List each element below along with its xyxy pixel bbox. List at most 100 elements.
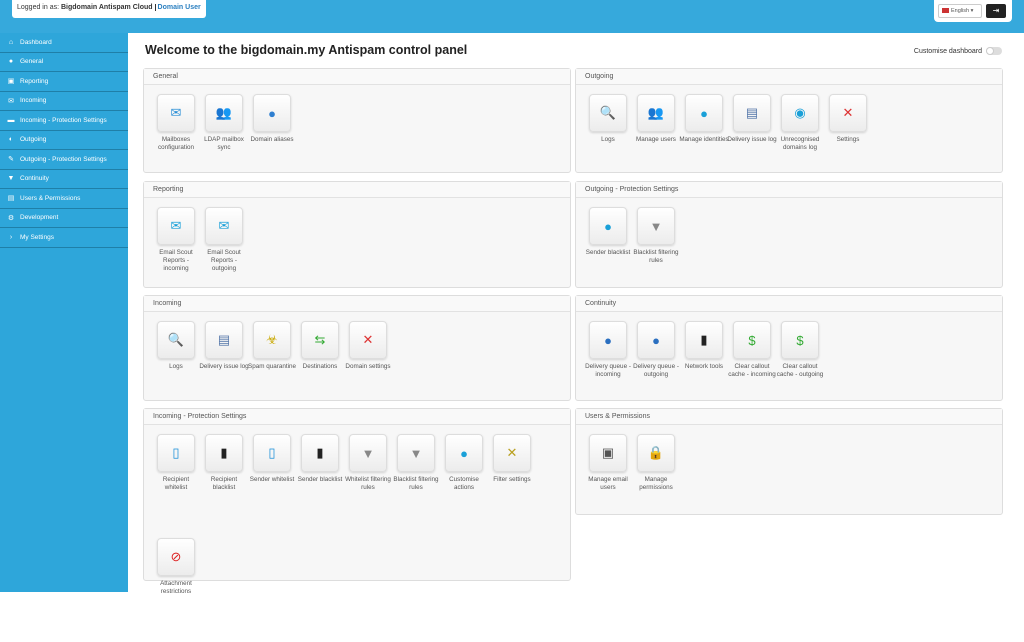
tile-button[interactable]: $ — [733, 321, 771, 359]
tile-button[interactable]: ✕ — [349, 321, 387, 359]
tile-button[interactable]: ▮ — [301, 434, 339, 472]
document-icon: ▤ — [217, 332, 231, 347]
tile-email-scout-reports-incoming[interactable]: ✉ Email Scout Reports - incoming — [152, 207, 200, 319]
sidebar-item-dashboard[interactable]: ⌂ Dashboard — [0, 33, 128, 53]
user-role-link[interactable]: Domain User — [157, 4, 201, 11]
tile-manage-users[interactable]: 👥 Manage users — [632, 94, 680, 206]
tile-sender-blacklist[interactable]: ● Sender blacklist — [584, 207, 632, 319]
tile-button[interactable]: ▯ — [157, 434, 195, 472]
tile-button[interactable]: ✉ — [157, 94, 195, 132]
tile-button[interactable]: ● — [685, 94, 723, 132]
tile-delivery-queue-incoming[interactable]: ● Delivery queue - incoming — [584, 321, 632, 433]
tile-delivery-issue-log[interactable]: ▤ Delivery issue log — [727, 94, 777, 206]
tile-button[interactable]: ▼ — [397, 434, 435, 472]
panel-reporting: Reporting ✉ Email Scout Reports - incomi… — [143, 181, 571, 288]
tile-blacklist-filtering-rules[interactable]: ▼ Blacklist filtering rules — [632, 207, 680, 319]
tile-blacklist-filtering-rules[interactable]: ▼ Blacklist filtering rules — [392, 434, 440, 538]
tile-clear-callout-cache-incoming[interactable]: $ Clear callout cache - incoming — [728, 321, 776, 433]
tile-button[interactable]: 🔍 — [157, 321, 195, 359]
tile-whitelist-filtering-rules[interactable]: ▼ Whitelist filtering rules — [344, 434, 392, 538]
tile-button[interactable]: ▼ — [637, 207, 675, 245]
tile-recipient-whitelist[interactable]: ▯ Recipient whitelist — [152, 434, 200, 538]
sidebar-item-my-settings[interactable]: › My Settings — [0, 228, 128, 248]
sidebar-item-outgoing-protection-settings[interactable]: ✎ Outgoing - Protection Settings — [0, 150, 128, 170]
tile-domain-aliases[interactable]: ● Domain aliases — [248, 94, 296, 206]
tile-button[interactable]: ▮ — [685, 321, 723, 359]
panel-incoming: Incoming 🔍 Logs ▤ Delivery issue log ☣ S… — [143, 295, 571, 401]
panel-users-permissions: Users & Permissions ▣ Manage email users… — [575, 408, 1003, 515]
tile-button[interactable]: ● — [589, 321, 627, 359]
tile-button[interactable]: ✕ — [829, 94, 867, 132]
tile-button[interactable]: ● — [637, 321, 675, 359]
tile-button[interactable]: ● — [589, 207, 627, 245]
tile-button[interactable]: ✉ — [205, 207, 243, 245]
tile-label: Sender whitelist — [249, 476, 295, 483]
tile-button[interactable]: 🔒 — [637, 434, 675, 472]
logout-button[interactable]: ⇥ — [986, 4, 1006, 18]
tile-button[interactable]: ▤ — [205, 321, 243, 359]
tile-spam-quarantine[interactable]: ☣ Spam quarantine — [248, 321, 296, 433]
customise-dashboard-toggle[interactable] — [986, 47, 1002, 55]
tile-manage-email-users[interactable]: ▣ Manage email users — [584, 434, 632, 546]
sender-whitelist-icon: ▯ — [268, 445, 276, 460]
tile-filter-settings[interactable]: ✕ Filter settings — [488, 434, 536, 538]
tile-label: Mailboxes configuration — [157, 136, 195, 151]
tile-ldap-mailbox-sync[interactable]: 👥 LDAP mailbox sync — [200, 94, 248, 206]
tile-label: Customise actions — [449, 476, 479, 491]
tile-button[interactable]: ▮ — [205, 434, 243, 472]
sidebar-item-reporting[interactable]: ▣ Reporting — [0, 72, 128, 92]
home-icon: ⌂ — [8, 38, 14, 46]
tile-manage-permissions[interactable]: 🔒 Manage permissions — [632, 434, 680, 546]
tile-clear-callout-cache-outgoing[interactable]: $ Clear callout cache - outgoing — [776, 321, 824, 433]
tile-network-tools[interactable]: ▮ Network tools — [680, 321, 728, 433]
panel-incoming-protection-settings: Incoming - Protection Settings ▯ Recipie… — [143, 408, 571, 595]
tile-logs[interactable]: 🔍 Logs — [152, 321, 200, 433]
tile-button[interactable]: ▯ — [253, 434, 291, 472]
sidebar-item-incoming-protection-settings[interactable]: ▬ Incoming - Protection Settings — [0, 111, 128, 131]
id-card-icon: ▤ — [7, 195, 15, 203]
tile-label: Manage identities — [679, 136, 729, 143]
page-title: Welcome to the bigdomain.my Antispam con… — [145, 43, 468, 57]
panel-general: General ✉ Mailboxes configuration 👥 LDAP… — [143, 68, 571, 173]
tile-button[interactable]: 👥 — [205, 94, 243, 132]
tile-recipient-blacklist[interactable]: ▮ Recipient blacklist — [200, 434, 248, 538]
tile-button[interactable]: 🔍 — [589, 94, 627, 132]
sidebar-item-continuity[interactable]: ▼ Continuity — [0, 170, 128, 189]
tile-button[interactable]: 👥 — [637, 94, 675, 132]
tile-button[interactable]: ▣ — [589, 434, 627, 472]
tile-button[interactable]: ☣ — [253, 321, 291, 359]
tile-button[interactable]: ⇆ — [301, 321, 339, 359]
tile-customise-actions[interactable]: ● Customise actions — [440, 434, 488, 538]
tile-button[interactable]: ⊘ — [157, 538, 195, 576]
sidebar-item-label: General — [20, 58, 44, 66]
tile-button[interactable]: ◉ — [781, 94, 819, 132]
tile-delivery-queue-outgoing[interactable]: ● Delivery queue - outgoing — [632, 321, 680, 433]
tile-settings[interactable]: ✕ Settings — [824, 94, 872, 206]
tile-button[interactable]: ✉ — [157, 207, 195, 245]
sidebar-item-label: Outgoing — [20, 136, 47, 144]
language-dropdown[interactable]: English ▾ — [938, 4, 982, 18]
tile-attachment-restrictions[interactable]: ⊘ Attachment restrictions — [152, 538, 200, 642]
sidebar-item-general[interactable]: ● General — [0, 53, 128, 72]
tile-manage-identities[interactable]: ● Manage identities — [679, 94, 729, 206]
tile-button[interactable]: ● — [445, 434, 483, 472]
tile-button[interactable]: ▼ — [349, 434, 387, 472]
tile-button[interactable]: ✕ — [493, 434, 531, 472]
tile-button[interactable]: $ — [781, 321, 819, 359]
tile-delivery-issue-log[interactable]: ▤ Delivery issue log — [199, 321, 249, 433]
tile-logs[interactable]: 🔍 Logs — [584, 94, 632, 206]
sidebar-item-users-permissions[interactable]: ▤ Users & Permissions — [0, 189, 128, 209]
tile-mailboxes-configuration[interactable]: ✉ Mailboxes configuration — [152, 94, 200, 206]
tile-sender-whitelist[interactable]: ▯ Sender whitelist — [248, 434, 296, 538]
tile-button[interactable]: ▤ — [733, 94, 771, 132]
tile-destinations[interactable]: ⇆ Destinations — [296, 321, 344, 433]
tile-sender-blacklist[interactable]: ▮ Sender blacklist — [296, 434, 344, 538]
wrench-icon: ✎ — [8, 156, 14, 164]
sidebar-item-development[interactable]: ⚙ Development — [0, 209, 128, 228]
sidebar-item-incoming[interactable]: ✉ Incoming — [0, 92, 128, 111]
sidebar-item-outgoing[interactable]: ◐ Outgoing — [0, 131, 128, 150]
tile-email-scout-reports-outgoing[interactable]: ✉ Email Scout Reports - outgoing — [200, 207, 248, 319]
tile-button[interactable]: ● — [253, 94, 291, 132]
tile-domain-settings[interactable]: ✕ Domain settings — [344, 321, 392, 433]
tile-unrecognised-domains-log[interactable]: ◉ Unrecognised domains log — [776, 94, 824, 206]
